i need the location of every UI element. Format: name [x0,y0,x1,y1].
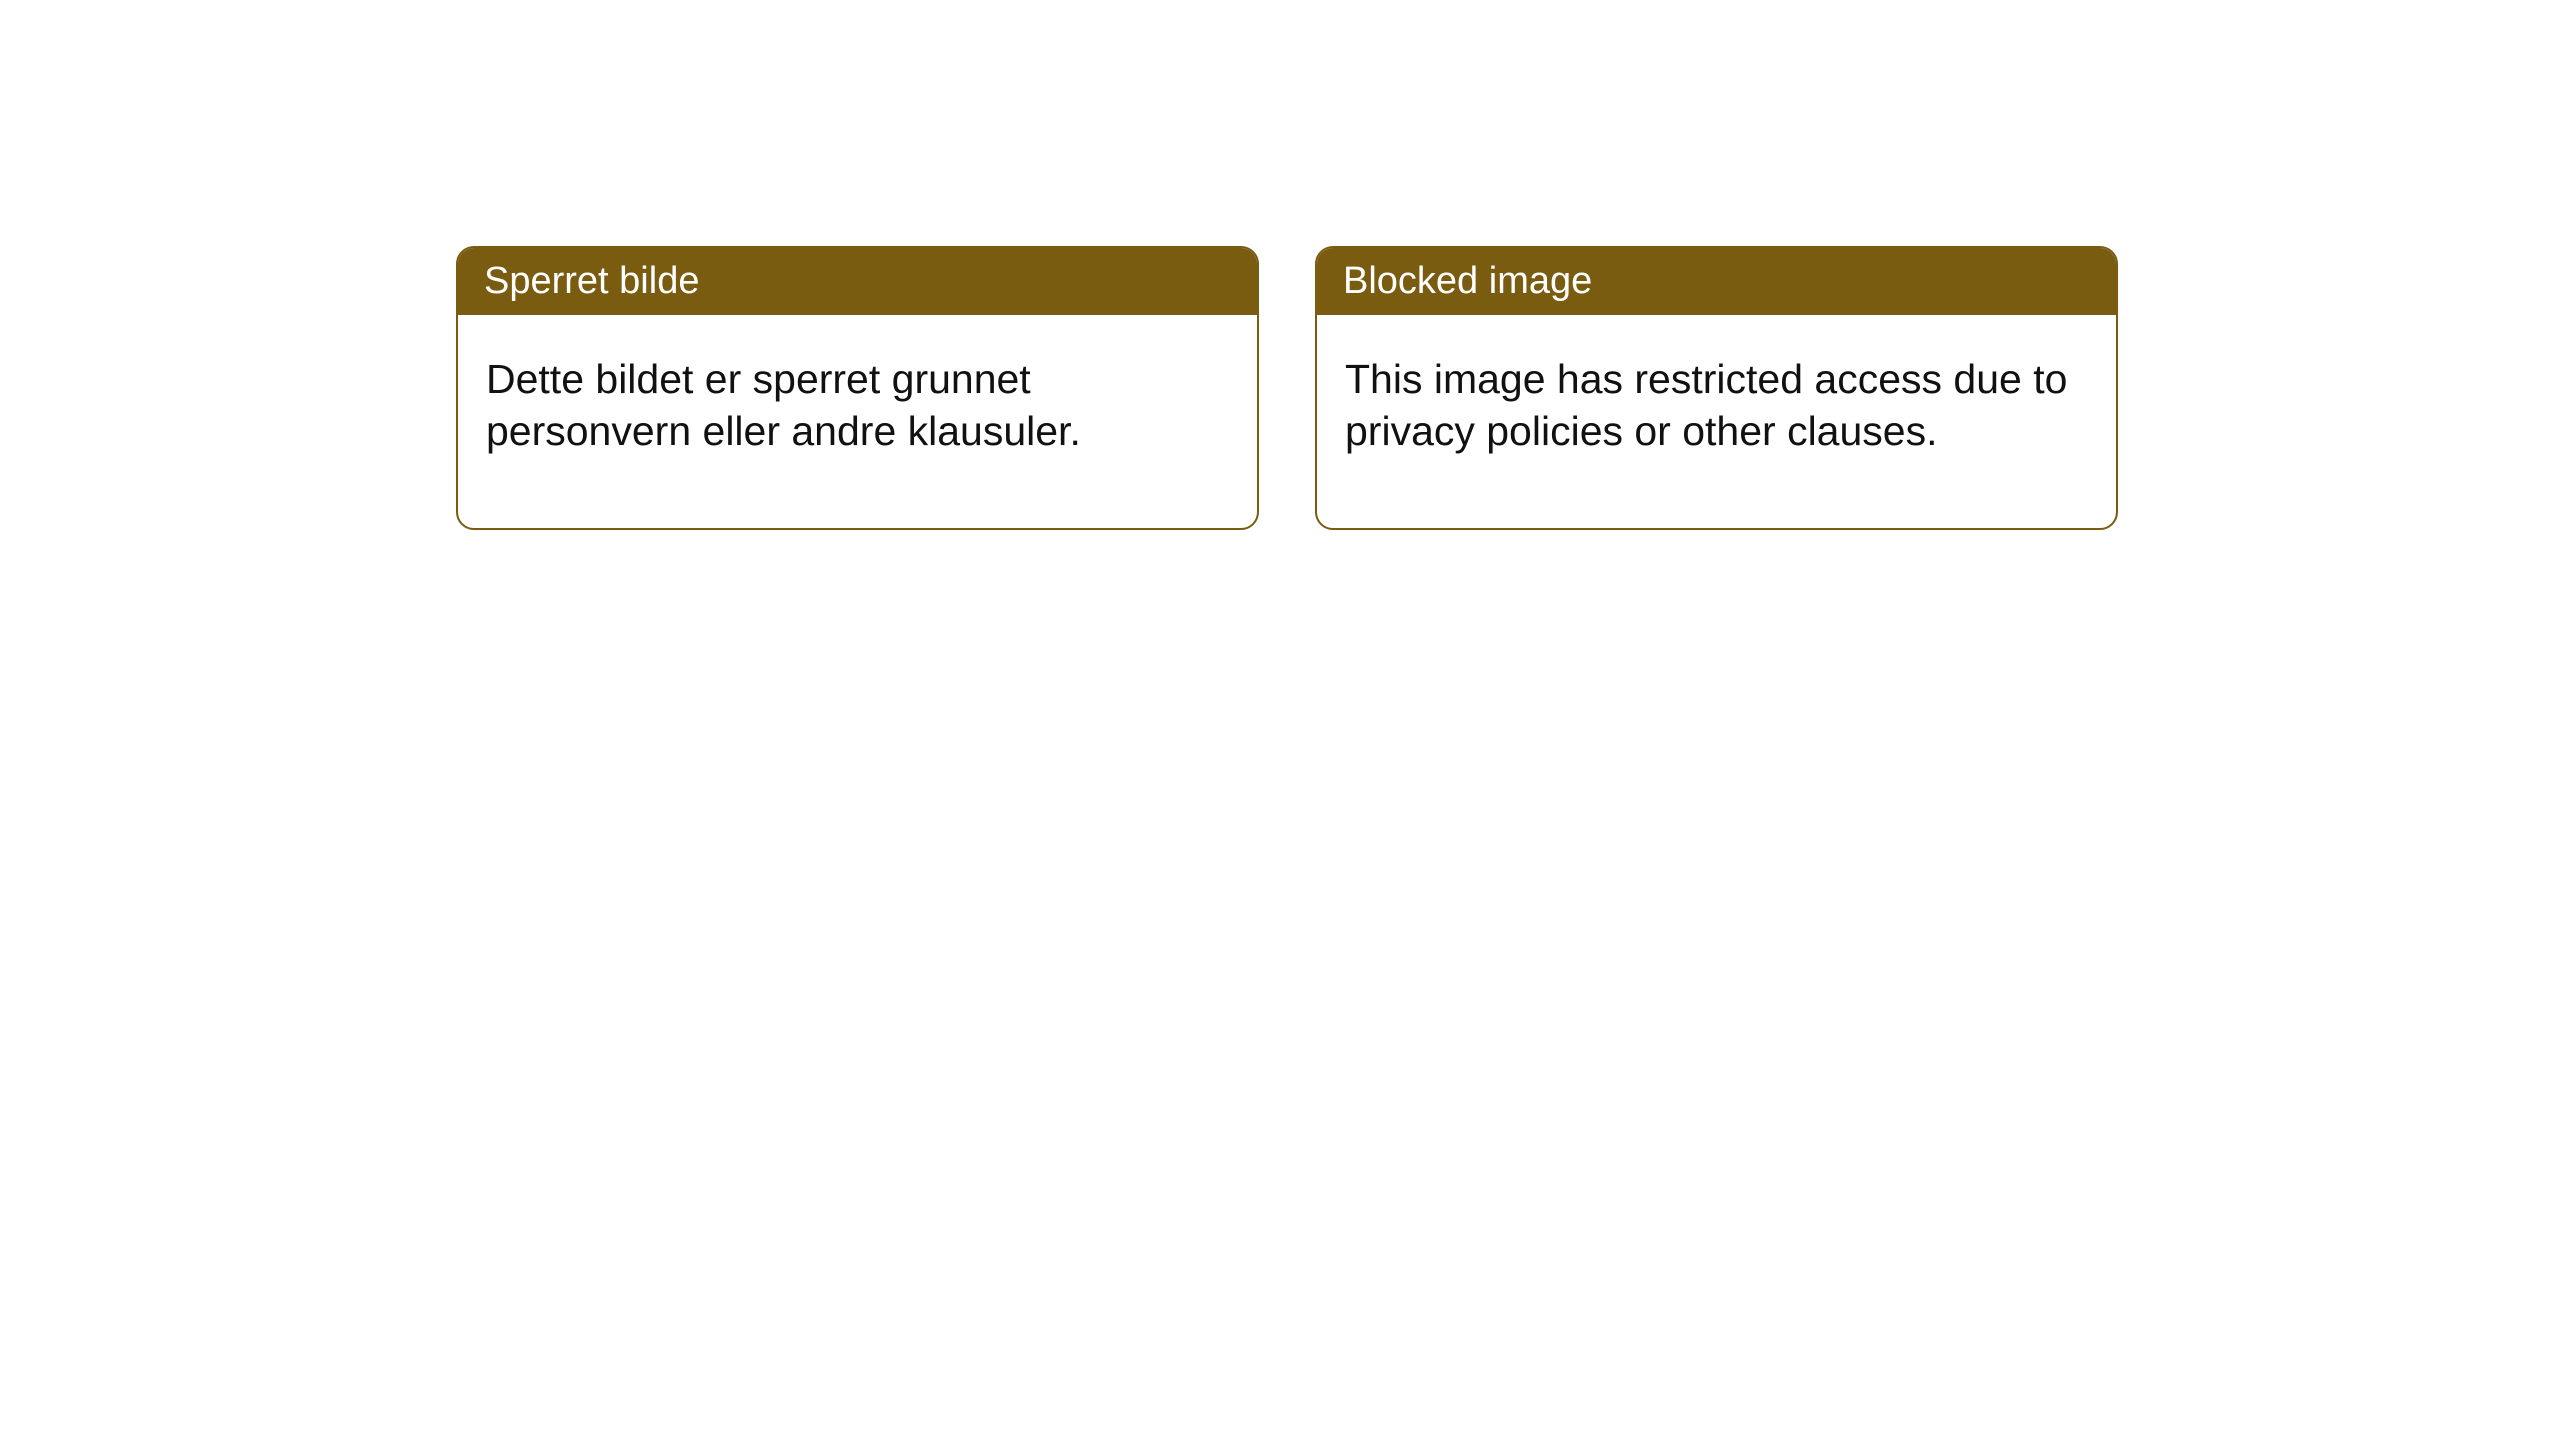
notice-card-body: This image has restricted access due to … [1317,315,2116,528]
notice-card-english: Blocked image This image has restricted … [1315,246,2118,530]
notice-cards-container: Sperret bilde Dette bildet er sperret gr… [0,0,2560,530]
notice-card-title: Blocked image [1317,248,2116,315]
notice-card-norwegian: Sperret bilde Dette bildet er sperret gr… [456,246,1259,530]
notice-card-title: Sperret bilde [458,248,1257,315]
notice-card-body: Dette bildet er sperret grunnet personve… [458,315,1257,528]
